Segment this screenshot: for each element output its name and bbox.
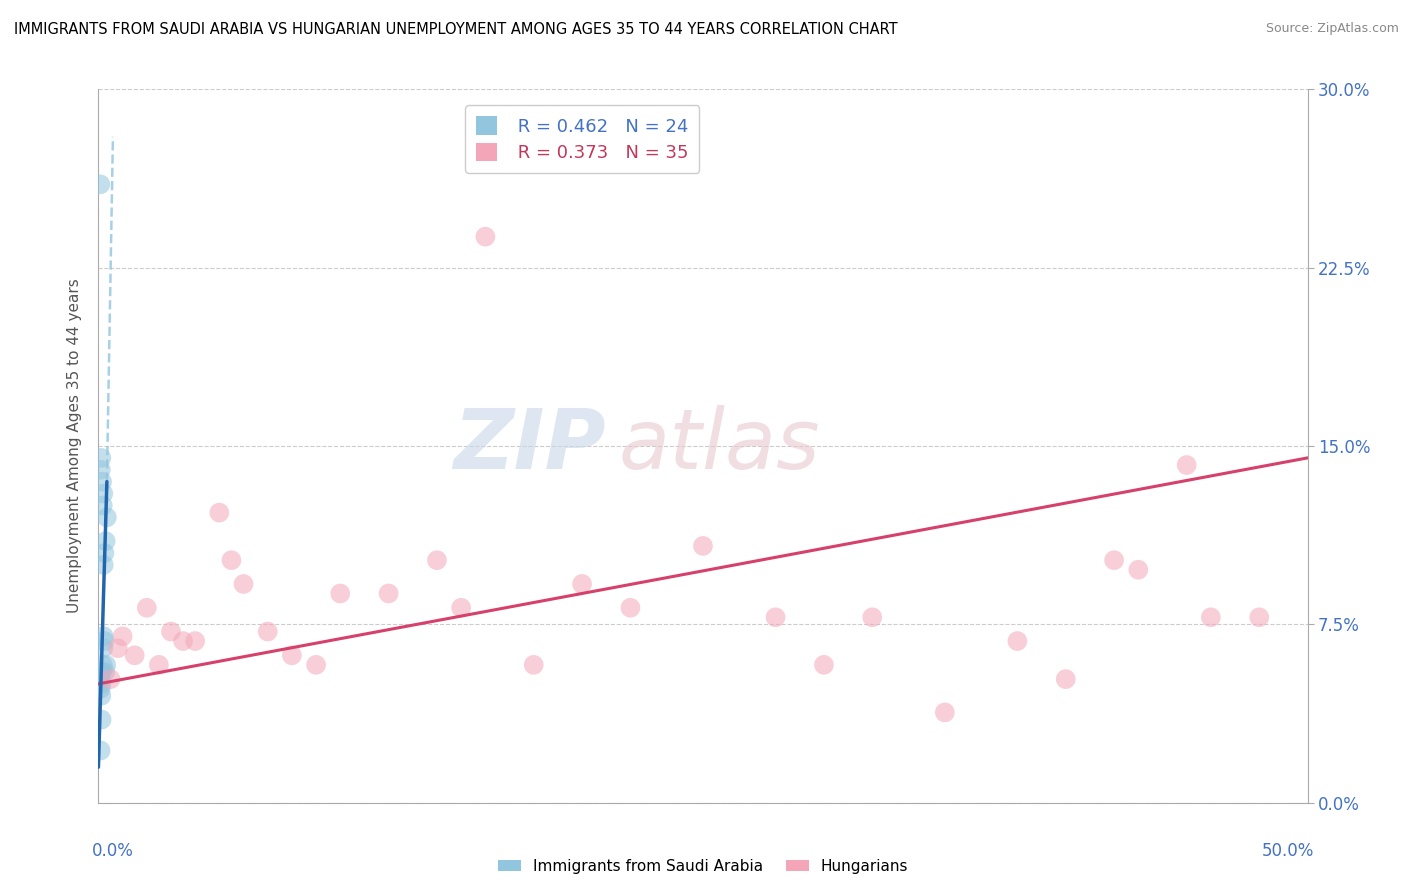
Point [221, 553, 243, 567]
Point [91, 657, 114, 672]
Point [1102, 553, 1125, 567]
Point [281, 648, 304, 663]
Legend:  R = 0.462   N = 24,  R = 0.373   N = 35: R = 0.462 N = 24, R = 0.373 N = 35 [465, 105, 699, 173]
Point [89, 178, 111, 192]
Point [90, 665, 112, 679]
Point [107, 641, 129, 656]
Point [93, 629, 115, 643]
Point [91, 475, 114, 489]
Point [89, 672, 111, 686]
Y-axis label: Unemployment Among Ages 35 to 44 years: Unemployment Among Ages 35 to 44 years [67, 278, 83, 614]
Point [523, 657, 546, 672]
Point [765, 610, 787, 624]
Point [692, 539, 714, 553]
Point [91, 499, 114, 513]
Point [90, 689, 112, 703]
Text: atlas: atlas [619, 406, 820, 486]
Point [232, 577, 254, 591]
Legend: Immigrants from Saudi Arabia, Hungarians: Immigrants from Saudi Arabia, Hungarians [492, 853, 914, 880]
Point [93, 558, 115, 572]
Point [94, 534, 117, 549]
Text: ZIP: ZIP [454, 406, 606, 486]
Point [91, 665, 114, 679]
Point [172, 634, 194, 648]
Point [619, 600, 641, 615]
Text: IMMIGRANTS FROM SAUDI ARABIA VS HUNGARIAN UNEMPLOYMENT AMONG AGES 35 TO 44 YEARS: IMMIGRANTS FROM SAUDI ARABIA VS HUNGARIA… [14, 22, 897, 37]
Point [474, 229, 496, 244]
Point [93, 546, 115, 560]
Point [160, 624, 183, 639]
Point [256, 624, 278, 639]
Point [100, 672, 122, 686]
Point [90, 463, 112, 477]
Point [1054, 672, 1077, 686]
Point [91, 486, 114, 500]
Point [571, 577, 593, 591]
Point [377, 586, 399, 600]
Point [934, 706, 956, 720]
Point [91, 641, 114, 656]
Point [90, 677, 112, 691]
Point [93, 634, 115, 648]
Text: 50.0%: 50.0% [1261, 842, 1313, 860]
Point [1249, 610, 1271, 624]
Point [1128, 563, 1150, 577]
Point [860, 610, 883, 624]
Point [111, 629, 134, 643]
Text: 0.0%: 0.0% [93, 842, 134, 860]
Point [208, 506, 231, 520]
Point [90, 450, 112, 465]
Point [90, 681, 112, 696]
Point [90, 713, 112, 727]
Point [305, 657, 328, 672]
Point [94, 665, 117, 679]
Point [96, 510, 118, 524]
Point [135, 600, 157, 615]
Point [124, 648, 146, 663]
Point [90, 743, 112, 757]
Text: Source: ZipAtlas.com: Source: ZipAtlas.com [1265, 22, 1399, 36]
Point [96, 657, 118, 672]
Point [329, 586, 352, 600]
Point [1199, 610, 1222, 624]
Point [184, 634, 207, 648]
Point [426, 553, 449, 567]
Point [1175, 458, 1198, 472]
Point [813, 657, 835, 672]
Point [450, 600, 472, 615]
Point [1007, 634, 1029, 648]
Point [148, 657, 170, 672]
